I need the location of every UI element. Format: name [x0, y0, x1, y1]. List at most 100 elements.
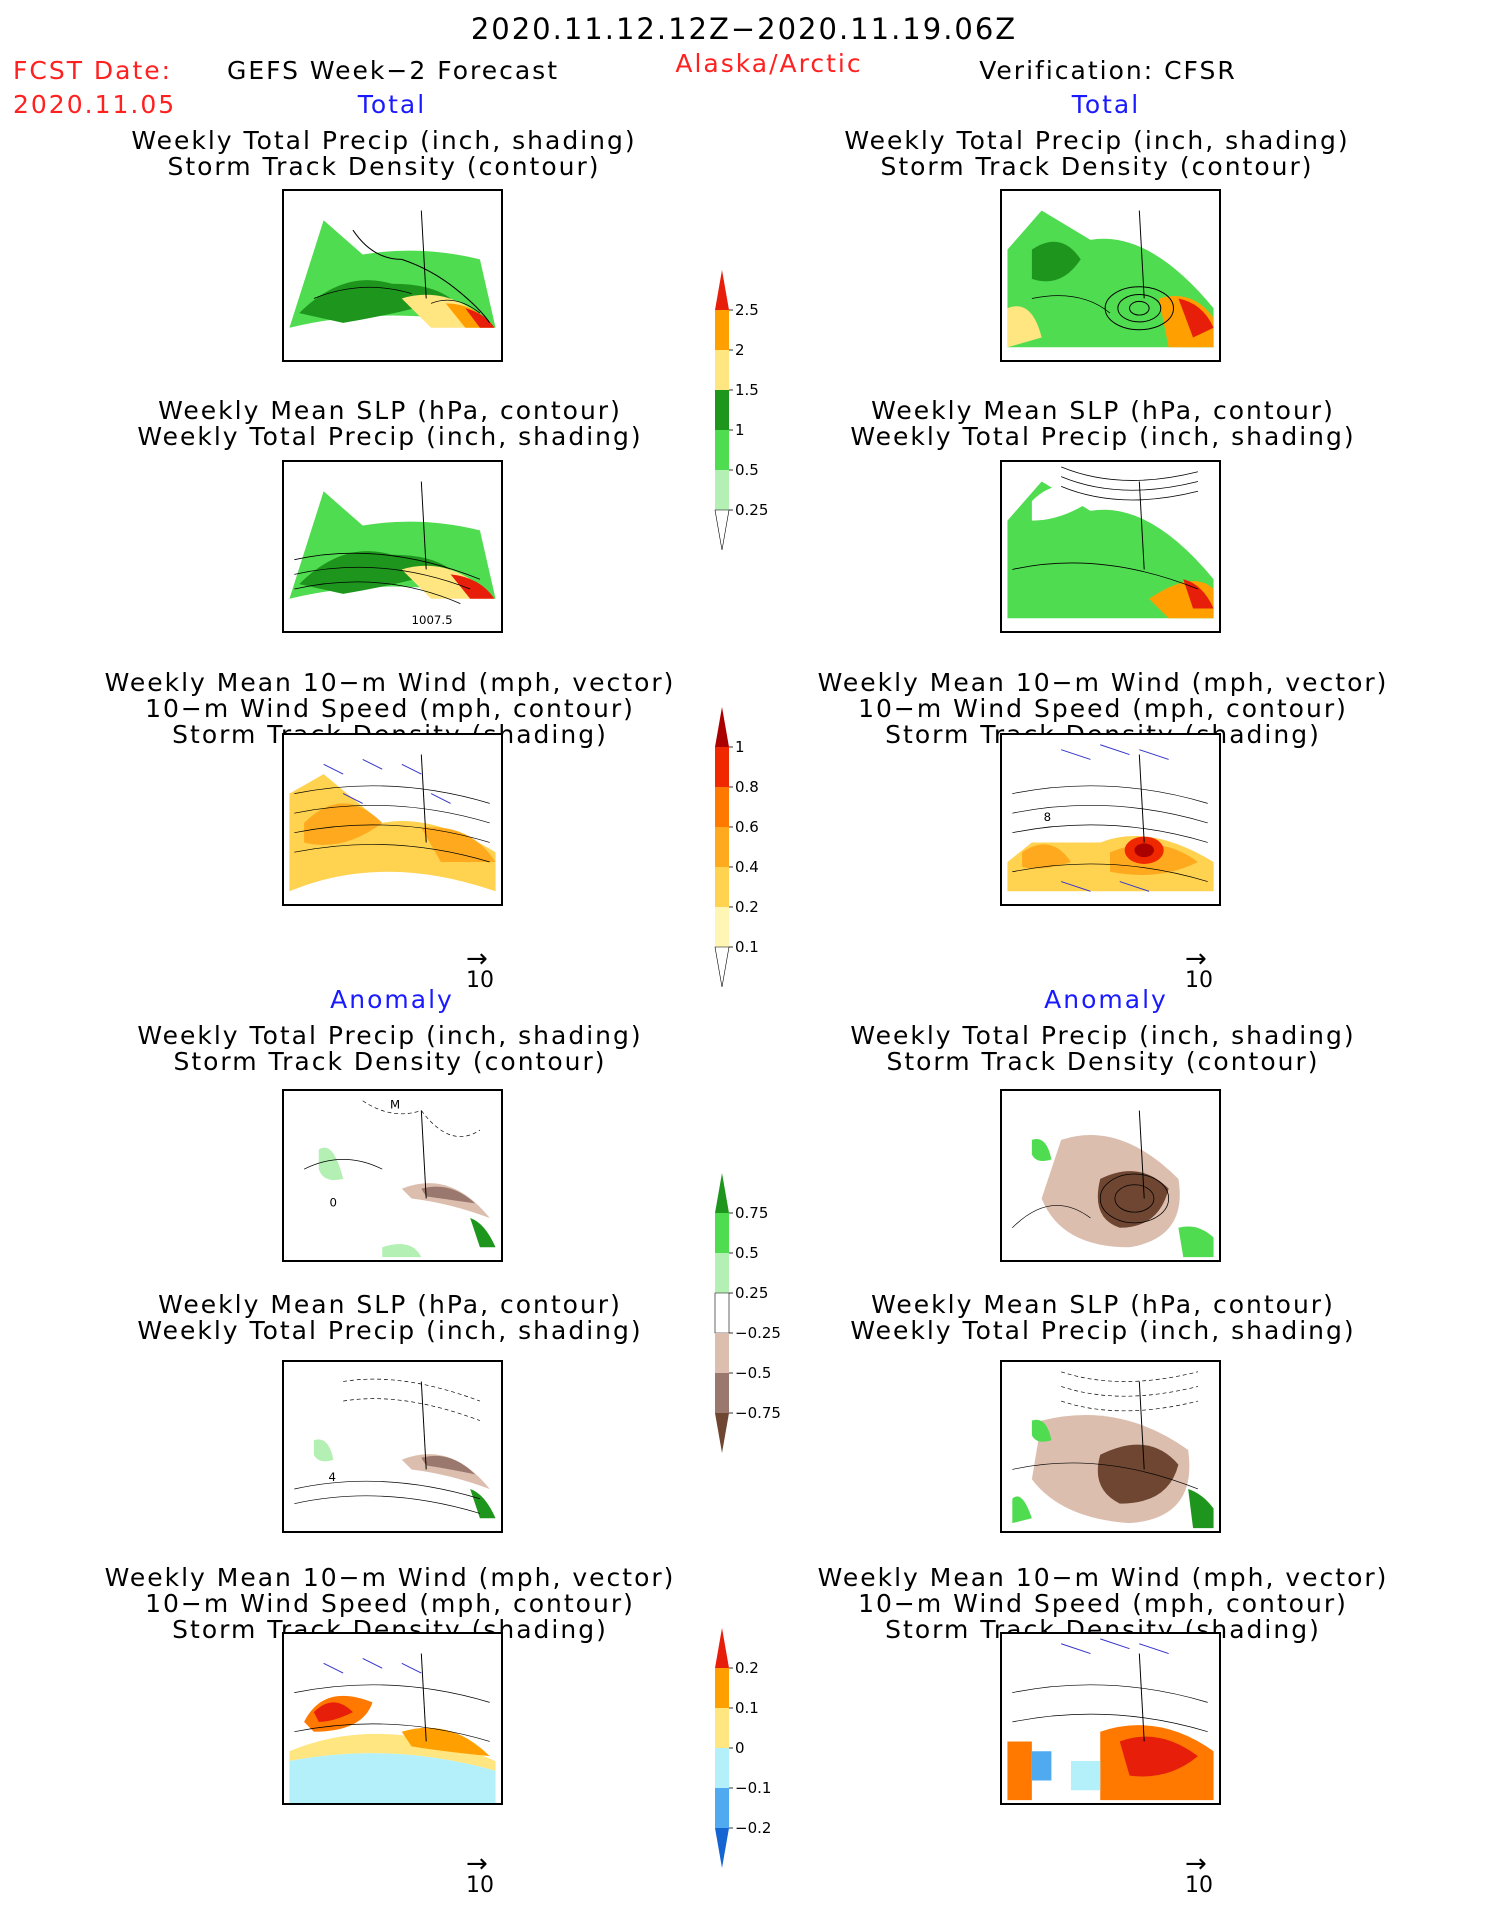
- vector-reference-total-obs: → 10: [1185, 944, 1213, 993]
- colorbar-tick-label: 0.4: [735, 858, 759, 876]
- fcst-date-value: 2020.11.05: [13, 90, 177, 119]
- colorbar-tick-label: 1.5: [735, 381, 759, 399]
- map-wind-anom-obs: [1000, 1632, 1221, 1805]
- colorbar-segment: [715, 1788, 729, 1828]
- colorbar-segment: [715, 1253, 729, 1293]
- colorbar-tick-label: 0.75: [735, 1204, 768, 1222]
- section-anomaly-obs: Anomaly: [1044, 985, 1168, 1014]
- colorbar-segment: [714, 509, 730, 551]
- map-precip-track-anom-forecast: 0 M: [282, 1089, 503, 1262]
- colorbar-tick-label: 0.25: [735, 1284, 768, 1302]
- colorbar-segment: [715, 1333, 729, 1373]
- colorbar-segment: [715, 787, 729, 827]
- colorbar-tick-label: −0.5: [735, 1364, 771, 1382]
- colorbar-total-precip: 2.5 2 1.5 1 0.5 0.25: [714, 270, 785, 551]
- colorbar-tick-label: 0.8: [735, 778, 759, 796]
- colorbar-segment: [715, 1708, 729, 1748]
- anom-slp-contour-label: 4: [329, 1470, 336, 1484]
- colorbar-segment: [715, 1213, 729, 1253]
- colorbar-tick-label: −0.2: [735, 1819, 771, 1837]
- colorbar-tick-label: 0.1: [735, 938, 759, 956]
- colorbar-tick-label: 2.5: [735, 301, 759, 319]
- title-wind-total-obs: Weekly Mean 10−m Wind (mph, vector) 10−m …: [817, 668, 1389, 749]
- colorbar-segment: [715, 827, 729, 867]
- map-slp-precip-total-obs: [1000, 460, 1221, 633]
- vector-reference-anom-forecast: → 10: [466, 1849, 494, 1898]
- colorbar-tick-label: 1: [735, 421, 745, 439]
- colorbar-tick-label: 0.1: [735, 1699, 759, 1717]
- region-title: Alaska/Arctic: [675, 49, 863, 78]
- colorbar-anom-precip: 0.75 0.5 0.25 −0.25 −0.5 −0.75: [714, 1173, 785, 1453]
- anom-contour-label-m: M: [390, 1098, 400, 1112]
- map-precip-track-total-forecast: [282, 189, 503, 362]
- colorbar-segment: [715, 1668, 729, 1708]
- colorbar-segment: [715, 907, 729, 947]
- section-anomaly-forecast: Anomaly: [330, 985, 454, 1014]
- colorbar-segment: [715, 430, 729, 470]
- colorbar-segment: [715, 747, 729, 787]
- title-slp-precip-total-forecast: Weekly Mean SLP (hPa, contour) Weekly Tot…: [137, 396, 643, 451]
- arrow-right-icon: →: [466, 944, 488, 974]
- colorbar-total-track: 1 0.8 0.6 0.4 0.2 0.1: [714, 707, 785, 988]
- title-wind-total-forecast: Weekly Mean 10−m Wind (mph, vector) 10−m …: [104, 668, 676, 749]
- colorbar-tick-label: 0.2: [735, 898, 759, 916]
- colorbar-segment: [715, 1173, 729, 1213]
- title-precip-track-total-obs: Weekly Total Precip (inch, shading) Storm…: [844, 126, 1350, 181]
- title-wind-anom-forecast: Weekly Mean 10−m Wind (mph, vector) 10−m …: [104, 1563, 676, 1644]
- colorbar-segment: [714, 946, 730, 988]
- vector-reference-anom-obs: → 10: [1185, 1849, 1213, 1898]
- anom-contour-label-zero: 0: [329, 1195, 336, 1209]
- title-slp-precip-anom-obs: Weekly Mean SLP (hPa, contour) Weekly Tot…: [850, 1290, 1356, 1345]
- colorbar-tick-label: 0.25: [735, 501, 768, 519]
- colorbar-segment: [715, 707, 729, 747]
- wind-contour-label: 8: [1044, 810, 1051, 824]
- colorbar-anom-track: 0.2 0.1 0 −0.1 −0.2: [715, 1628, 785, 1868]
- verification-title: Verification: CFSR: [979, 56, 1237, 85]
- period-title: 2020.11.12.12Z−2020.11.19.06Z: [470, 12, 1018, 46]
- map-wind-total-forecast: [282, 733, 503, 906]
- colorbar-segment: [715, 1413, 729, 1453]
- map-precip-track-anom-obs: [1000, 1089, 1221, 1262]
- colorbar-tick-label: 0.6: [735, 818, 759, 836]
- map-wind-anom-forecast: [282, 1632, 503, 1805]
- colorbar-tick-label: 0.5: [735, 461, 759, 479]
- vector-reference-total-forecast: → 10: [466, 944, 494, 993]
- colorbar-segment: [715, 867, 729, 907]
- colorbar-tick-label: −0.75: [735, 1404, 781, 1422]
- colorbar-segment: [715, 1628, 729, 1668]
- colorbar-segment: [715, 390, 729, 430]
- colorbar-segment: [714, 1292, 730, 1334]
- section-total-forecast: Total: [357, 90, 427, 119]
- colorbar-segment: [715, 350, 729, 390]
- forecast-title: GEFS Week−2 Forecast: [226, 56, 560, 85]
- map-precip-track-total-obs: [1000, 189, 1221, 362]
- colorbar-tick-label: −0.1: [735, 1779, 771, 1797]
- title-precip-track-anom-obs: Weekly Total Precip (inch, shading) Storm…: [850, 1021, 1356, 1076]
- map-wind-total-obs: 8: [1000, 733, 1221, 906]
- fcst-date-label: FCST Date:: [13, 56, 173, 85]
- section-total-obs: Total: [1071, 90, 1141, 119]
- map-slp-precip-total-forecast: 1007.5: [282, 460, 503, 633]
- map-slp-precip-anom-obs: [1000, 1360, 1221, 1533]
- arrow-right-icon: →: [1185, 944, 1207, 974]
- colorbar-tick-label: 2: [735, 341, 745, 359]
- colorbar-tick-label: 1: [735, 738, 745, 756]
- map-slp-precip-anom-forecast: 4: [282, 1360, 503, 1533]
- title-slp-precip-total-obs: Weekly Mean SLP (hPa, contour) Weekly Tot…: [850, 396, 1356, 451]
- arrow-right-icon: →: [1185, 1849, 1207, 1879]
- colorbar-segment: [715, 270, 729, 310]
- colorbar-tick-label: 0: [735, 1739, 745, 1757]
- colorbar-tick-label: −0.25: [735, 1324, 781, 1342]
- colorbar-segment: [715, 470, 729, 510]
- colorbar-segment: [715, 310, 729, 350]
- slp-contour-label: 1007.5: [412, 613, 453, 627]
- arrow-right-icon: →: [466, 1849, 488, 1879]
- colorbar-tick-label: 0.5: [735, 1244, 759, 1262]
- title-precip-track-anom-forecast: Weekly Total Precip (inch, shading) Storm…: [137, 1021, 643, 1076]
- title-precip-track-total-forecast: Weekly Total Precip (inch, shading) Storm…: [131, 126, 637, 181]
- colorbar-tick-label: 0.2: [735, 1659, 759, 1677]
- colorbar-segment: [715, 1748, 729, 1788]
- colorbar-segment: [715, 1828, 729, 1868]
- title-slp-precip-anom-forecast: Weekly Mean SLP (hPa, contour) Weekly Tot…: [137, 1290, 643, 1345]
- colorbar-segment: [715, 1373, 729, 1413]
